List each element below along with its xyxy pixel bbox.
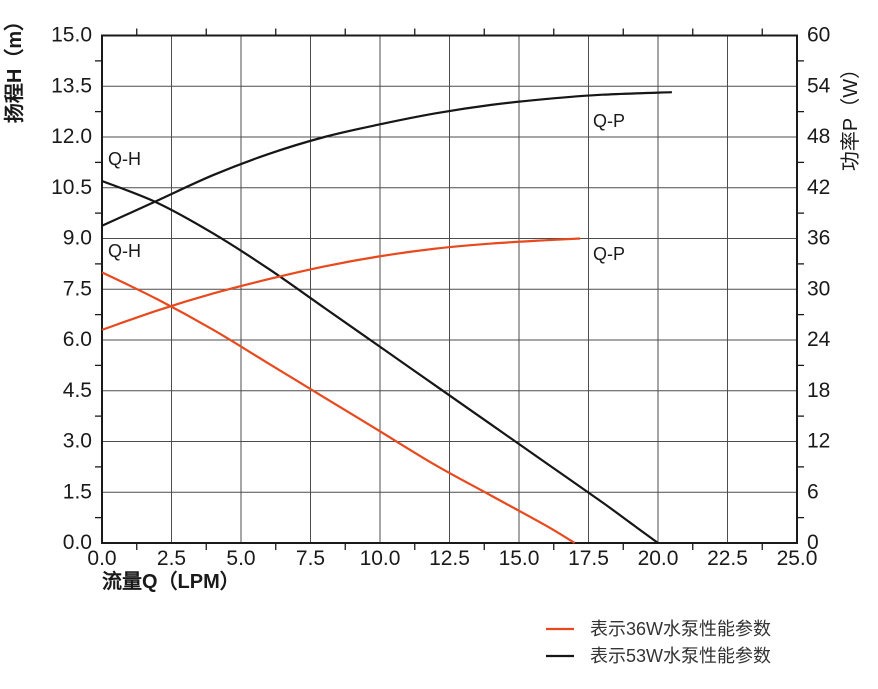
svg-text:13.5: 13.5 [51, 74, 92, 97]
svg-text:20.0: 20.0 [638, 547, 679, 570]
svg-text:17.5: 17.5 [568, 547, 609, 570]
svg-text:表示53W水泵性能参数: 表示53W水泵性能参数 [590, 646, 771, 666]
svg-text:6.0: 6.0 [63, 328, 92, 351]
svg-text:36: 36 [807, 227, 830, 250]
svg-text:60: 60 [807, 24, 830, 47]
svg-text:7.5: 7.5 [63, 277, 92, 300]
svg-text:扬程H（m）: 扬程H（m） [3, 11, 26, 123]
svg-text:Q-H: Q-H [108, 149, 141, 169]
svg-text:4.5: 4.5 [63, 379, 92, 402]
svg-text:Q-P: Q-P [593, 111, 625, 131]
svg-text:54: 54 [807, 74, 831, 97]
svg-text:42: 42 [807, 176, 830, 199]
svg-text:12.5: 12.5 [429, 547, 470, 570]
svg-text:48: 48 [807, 125, 830, 148]
svg-text:流量Q（LPM）: 流量Q（LPM） [102, 569, 240, 593]
svg-text:5.0: 5.0 [226, 547, 255, 570]
svg-text:3.0: 3.0 [63, 430, 92, 453]
svg-text:Q-P: Q-P [593, 244, 625, 264]
svg-text:Q-H: Q-H [108, 241, 141, 261]
svg-text:1.5: 1.5 [63, 480, 92, 503]
svg-text:9.0: 9.0 [63, 227, 92, 250]
svg-text:30: 30 [807, 277, 830, 300]
svg-text:0.0: 0.0 [63, 531, 92, 554]
svg-text:15.0: 15.0 [499, 547, 540, 570]
svg-text:10.5: 10.5 [51, 176, 92, 199]
svg-text:18: 18 [807, 379, 830, 402]
svg-text:2.5: 2.5 [157, 547, 186, 570]
svg-text:功率P（W）: 功率P（W） [839, 59, 862, 171]
svg-text:0: 0 [807, 531, 819, 554]
svg-text:10.0: 10.0 [360, 547, 401, 570]
svg-text:表示36W水泵性能参数: 表示36W水泵性能参数 [590, 619, 771, 639]
svg-text:24: 24 [807, 328, 831, 351]
svg-text:6: 6 [807, 480, 819, 503]
svg-text:22.5: 22.5 [707, 547, 748, 570]
svg-text:7.5: 7.5 [296, 547, 325, 570]
svg-text:12: 12 [807, 430, 830, 453]
svg-text:12.0: 12.0 [51, 125, 92, 148]
svg-text:15.0: 15.0 [51, 24, 92, 47]
